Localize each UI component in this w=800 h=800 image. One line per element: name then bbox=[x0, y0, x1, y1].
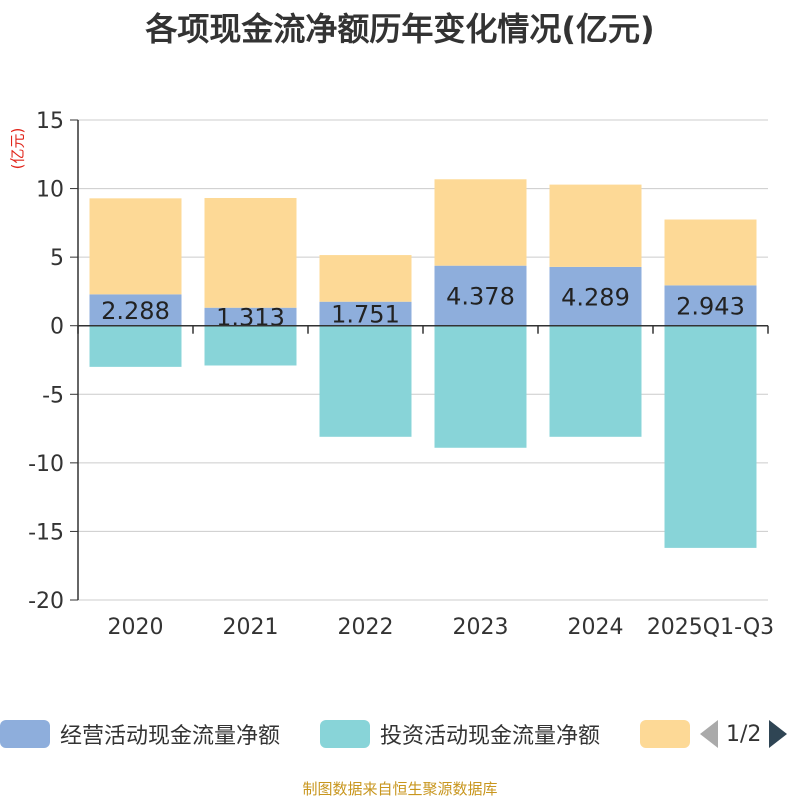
bar-series1-2022[interactable] bbox=[319, 301, 412, 326]
data-label-operating-2025Q1-Q3: 2.943 bbox=[676, 293, 745, 321]
bar-series3-2022[interactable] bbox=[319, 255, 412, 302]
x-tick-label: 2023 bbox=[453, 615, 509, 640]
chart-area: 15 10 5 0 -5 -10 -15 -20 2.288 1.313 1.751 4.378 4.2… bbox=[28, 109, 774, 640]
bar-series3-2024[interactable] bbox=[549, 184, 642, 267]
y-tick-label: -20 bbox=[28, 589, 64, 614]
bar-series2-2022[interactable] bbox=[319, 325, 412, 437]
y-tick-label: -5 bbox=[42, 383, 64, 408]
legend-next-icon[interactable] bbox=[769, 720, 788, 748]
legend-swatch-financing bbox=[640, 720, 690, 748]
bar-series1-2024[interactable] bbox=[549, 266, 642, 326]
bar-series2-2020[interactable] bbox=[89, 325, 182, 367]
legend-item-financing[interactable] bbox=[640, 716, 700, 752]
data-label-operating-2023: 4.378 bbox=[446, 283, 515, 311]
y-tick-label: -10 bbox=[28, 452, 64, 477]
bar-series1-2023[interactable] bbox=[434, 265, 527, 326]
legend-page-indicator: 1/2 bbox=[726, 721, 762, 747]
bar-series2-2021[interactable] bbox=[204, 325, 297, 366]
x-tick-label: 2025Q1-Q3 bbox=[647, 615, 774, 640]
data-label-operating-2022: 1.751 bbox=[331, 301, 400, 329]
legend-item-investing[interactable]: 投资活动现金流量净额 bbox=[320, 716, 600, 752]
x-tick-label: 2020 bbox=[108, 615, 164, 640]
legend-swatch-investing bbox=[320, 720, 370, 748]
bar-series2-2025Q1-Q3[interactable] bbox=[664, 325, 757, 548]
legend-swatch-operating bbox=[0, 720, 50, 748]
data-label-operating-2021: 1.313 bbox=[216, 304, 285, 332]
legend-label-operating: 经营活动现金流量净额 bbox=[60, 724, 281, 749]
y-tick-label: 15 bbox=[36, 109, 64, 134]
data-label-operating-2020: 2.288 bbox=[101, 297, 170, 325]
bar-series3-2023[interactable] bbox=[434, 179, 527, 266]
data-source-note: 制图数据来自恒生聚源数据库 bbox=[302, 780, 498, 798]
legend-prev-icon[interactable] bbox=[700, 720, 718, 748]
y-tick-label: -15 bbox=[28, 520, 64, 545]
legend-label-investing: 投资活动现金流量净额 bbox=[380, 724, 601, 749]
bar-series1-2021[interactable] bbox=[204, 307, 297, 326]
y-tick-label: 0 bbox=[50, 315, 64, 340]
bar-series3-2020[interactable] bbox=[89, 198, 182, 295]
bar-series2-2024[interactable] bbox=[549, 325, 642, 437]
bar-series2-2023[interactable] bbox=[434, 325, 527, 448]
legend-item-operating[interactable]: 经营活动现金流量净额 bbox=[0, 716, 280, 752]
bar-series1-2020[interactable] bbox=[89, 294, 182, 326]
data-label-operating-2024: 4.289 bbox=[561, 283, 630, 311]
y-tick-label: 5 bbox=[50, 246, 64, 271]
x-tick-label: 2024 bbox=[568, 615, 624, 640]
bar-series3-2021[interactable] bbox=[204, 197, 297, 308]
bar-series3-2025Q1-Q3[interactable] bbox=[664, 219, 757, 286]
bar-series1-2025Q1-Q3[interactable] bbox=[664, 285, 757, 326]
legend-pager: 1/2 bbox=[700, 716, 788, 752]
x-tick-label: 2022 bbox=[338, 615, 394, 640]
x-tick-label: 2021 bbox=[223, 615, 279, 640]
y-tick-label: 10 bbox=[36, 178, 64, 203]
chart-title: 各项现金流净额历年变化情况(亿元) bbox=[145, 10, 655, 48]
